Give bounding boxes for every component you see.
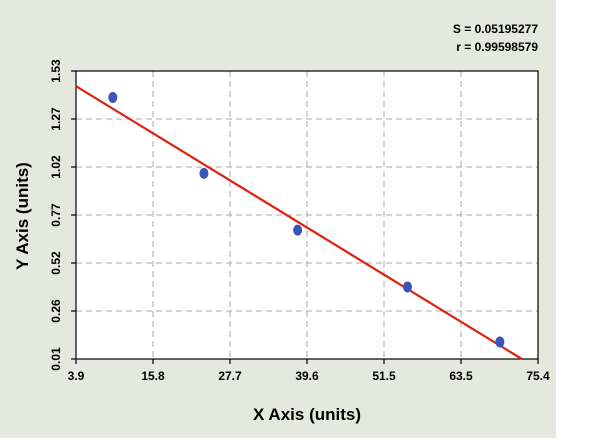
y-tick-label: 0.52 xyxy=(49,251,63,275)
chart-container: S = 0.05195277 r = 0.99598579 3.9 15.8 27.… xyxy=(0,0,556,438)
y-tick-label: 0.77 xyxy=(49,203,63,227)
x-tick-label: 3.9 xyxy=(68,369,85,383)
y-tick-label: 1.02 xyxy=(49,155,63,179)
y-tick-label: 0.26 xyxy=(49,299,63,323)
data-points xyxy=(108,92,505,348)
y-tick-label: 1.53 xyxy=(49,59,63,83)
fit-line xyxy=(75,85,523,360)
data-point xyxy=(495,336,505,348)
std-error-stat: S = 0.05195277 xyxy=(452,22,538,36)
data-point xyxy=(293,224,303,236)
y-tick-labels: 0.01 0.26 0.52 0.77 1.02 1.27 1.53 xyxy=(49,59,63,371)
x-tick-label: 63.5 xyxy=(449,369,473,383)
data-point xyxy=(402,281,412,293)
y-tick-label: 1.27 xyxy=(49,107,63,131)
x-tick-label: 75.4 xyxy=(526,369,550,383)
y-tick-label: 0.01 xyxy=(49,347,63,371)
data-point xyxy=(199,167,209,179)
scatter-chart: 3.9 15.8 27.7 39.6 51.5 63.5 75.4 0.01 0.26 0.52… xyxy=(13,59,550,424)
x-tick-label: 39.6 xyxy=(295,369,319,383)
x-axis-label: X Axis (units) xyxy=(253,405,361,424)
x-tick-label: 15.8 xyxy=(141,369,165,383)
grid-lines xyxy=(76,71,538,359)
y-axis-label: Y Axis (units) xyxy=(13,162,32,270)
x-tick-label: 27.7 xyxy=(218,369,242,383)
x-tick-label: 51.5 xyxy=(372,369,396,383)
x-tick-labels: 3.9 15.8 27.7 39.6 51.5 63.5 75.4 xyxy=(68,369,550,383)
correlation-stat: r = 0.99598579 xyxy=(456,40,538,54)
axes xyxy=(71,70,539,364)
data-point xyxy=(108,92,118,104)
